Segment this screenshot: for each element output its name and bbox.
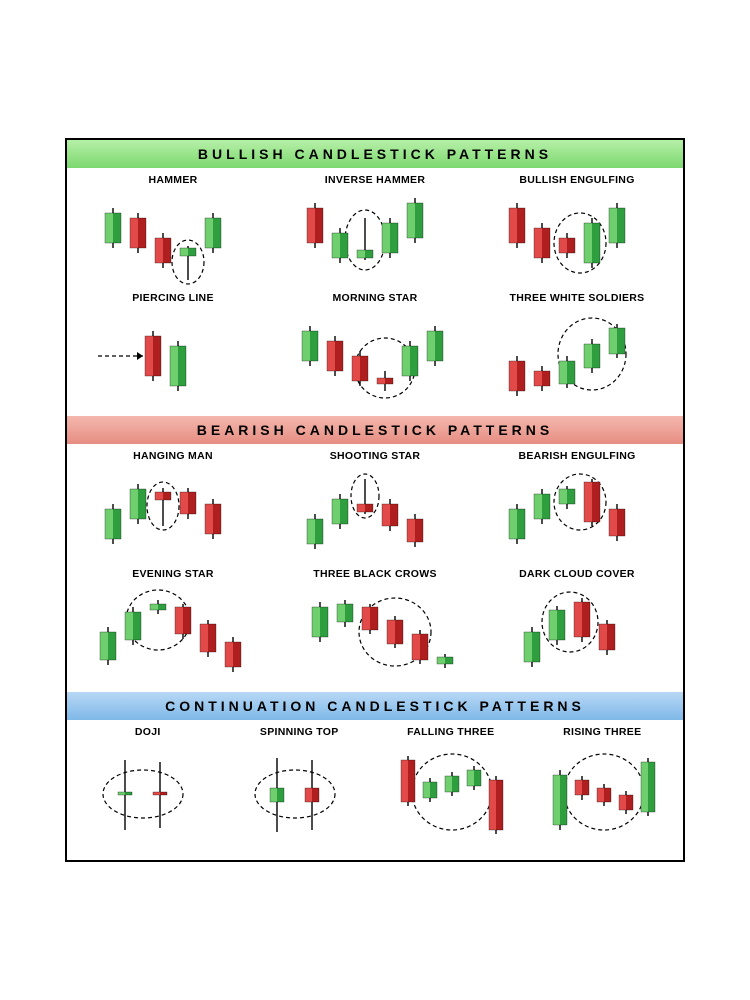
poster-frame: BULLISH CANDLESTICK PATTERNS HAMMER INVE… (65, 138, 685, 862)
pattern-label: HANGING MAN (133, 450, 213, 462)
pattern-three-white-soldiers: THREE WHITE SOLDIERS (479, 292, 675, 406)
pattern-hanging-man: HANGING MAN (75, 450, 271, 564)
pattern-label: THREE BLACK CROWS (313, 568, 437, 580)
pattern-chart (482, 582, 672, 682)
pattern-bearish-engulfing: BEARISH ENGULFING (479, 450, 675, 564)
section-header-bullish: BULLISH CANDLESTICK PATTERNS (67, 140, 683, 168)
pattern-label: DARK CLOUD COVER (519, 568, 635, 580)
pattern-grid-bearish: HANGING MAN SHOOTING STAR (67, 444, 683, 692)
pattern-chart (482, 306, 672, 406)
pattern-doji: DOJI (75, 726, 221, 850)
pattern-label: INVERSE HAMMER (325, 174, 425, 186)
pattern-three-black-crows: THREE BLACK CROWS (277, 568, 473, 682)
pattern-label: BEARISH ENGULFING (518, 450, 635, 462)
pattern-label: RISING THREE (563, 726, 641, 738)
pattern-chart (78, 464, 268, 564)
pattern-label: FALLING THREE (407, 726, 494, 738)
pattern-dark-cloud-cover: DARK CLOUD COVER (479, 568, 675, 682)
pattern-chart (78, 306, 268, 406)
pattern-chart (78, 188, 268, 288)
pattern-rising-three: RISING THREE (530, 726, 676, 850)
pattern-grid-continuation: DOJI SPINNING TOP FALLING THREE (67, 720, 683, 860)
pattern-inverse-hammer: INVERSE HAMMER (277, 174, 473, 288)
pattern-label: SHOOTING STAR (330, 450, 421, 462)
section-header-bearish: BEARISH CANDLESTICK PATTERNS (67, 416, 683, 444)
pattern-label: PIERCING LINE (132, 292, 214, 304)
pattern-chart (75, 740, 220, 840)
pattern-chart (482, 464, 672, 564)
pattern-piercing-line: PIERCING LINE (75, 292, 271, 406)
pattern-label: THREE WHITE SOLDIERS (510, 292, 645, 304)
pattern-label: EVENING STAR (132, 568, 214, 580)
pattern-falling-three: FALLING THREE (378, 726, 524, 850)
pattern-chart (530, 740, 675, 840)
pattern-chart (280, 464, 470, 564)
pattern-morning-star: MORNING STAR (277, 292, 473, 406)
pattern-bullish-engulfing: BULLISH ENGULFING (479, 174, 675, 288)
pattern-hammer: HAMMER (75, 174, 271, 288)
section-title: BEARISH CANDLESTICK PATTERNS (197, 422, 554, 438)
pattern-label: BULLISH ENGULFING (519, 174, 634, 186)
pattern-label: DOJI (135, 726, 161, 738)
pattern-chart (482, 188, 672, 288)
pattern-chart (227, 740, 372, 840)
pattern-spinning-top: SPINNING TOP (227, 726, 373, 850)
pattern-grid-bullish: HAMMER INVERSE HAMMER (67, 168, 683, 416)
pattern-shooting-star: SHOOTING STAR (277, 450, 473, 564)
section-header-continuation: CONTINUATION CANDLESTICK PATTERNS (67, 692, 683, 720)
pattern-label: HAMMER (148, 174, 197, 186)
pattern-chart (378, 740, 523, 840)
pattern-chart (78, 582, 268, 682)
section-title: BULLISH CANDLESTICK PATTERNS (198, 146, 552, 162)
pattern-chart (280, 582, 470, 682)
pattern-chart (280, 188, 470, 288)
pattern-evening-star: EVENING STAR (75, 568, 271, 682)
pattern-label: SPINNING TOP (260, 726, 339, 738)
section-title: CONTINUATION CANDLESTICK PATTERNS (165, 698, 585, 714)
pattern-label: MORNING STAR (332, 292, 417, 304)
pattern-chart (280, 306, 470, 406)
